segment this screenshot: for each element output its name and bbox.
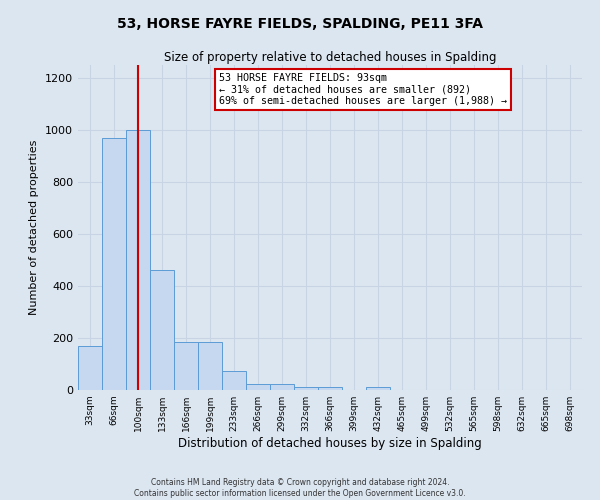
Bar (78, 346, 102, 390)
Bar (126, 130, 150, 390)
Bar (366, 388, 390, 390)
Bar (270, 384, 294, 390)
Y-axis label: Number of detached properties: Number of detached properties (29, 140, 40, 315)
Text: 53 HORSE FAYRE FIELDS: 93sqm
← 31% of detached houses are smaller (892)
69% of s: 53 HORSE FAYRE FIELDS: 93sqm ← 31% of de… (219, 73, 507, 106)
Bar (150, 270, 174, 390)
Bar (198, 342, 222, 390)
Title: Size of property relative to detached houses in Spalding: Size of property relative to detached ho… (164, 51, 496, 64)
Bar (102, 138, 126, 390)
Bar (174, 342, 198, 390)
X-axis label: Distribution of detached houses by size in Spalding: Distribution of detached houses by size … (178, 437, 482, 450)
Text: Contains HM Land Registry data © Crown copyright and database right 2024.
Contai: Contains HM Land Registry data © Crown c… (134, 478, 466, 498)
Bar (222, 370, 246, 390)
Bar (318, 388, 342, 390)
Text: 53, HORSE FAYRE FIELDS, SPALDING, PE11 3FA: 53, HORSE FAYRE FIELDS, SPALDING, PE11 3… (117, 18, 483, 32)
Bar (246, 384, 270, 390)
Bar (294, 388, 318, 390)
